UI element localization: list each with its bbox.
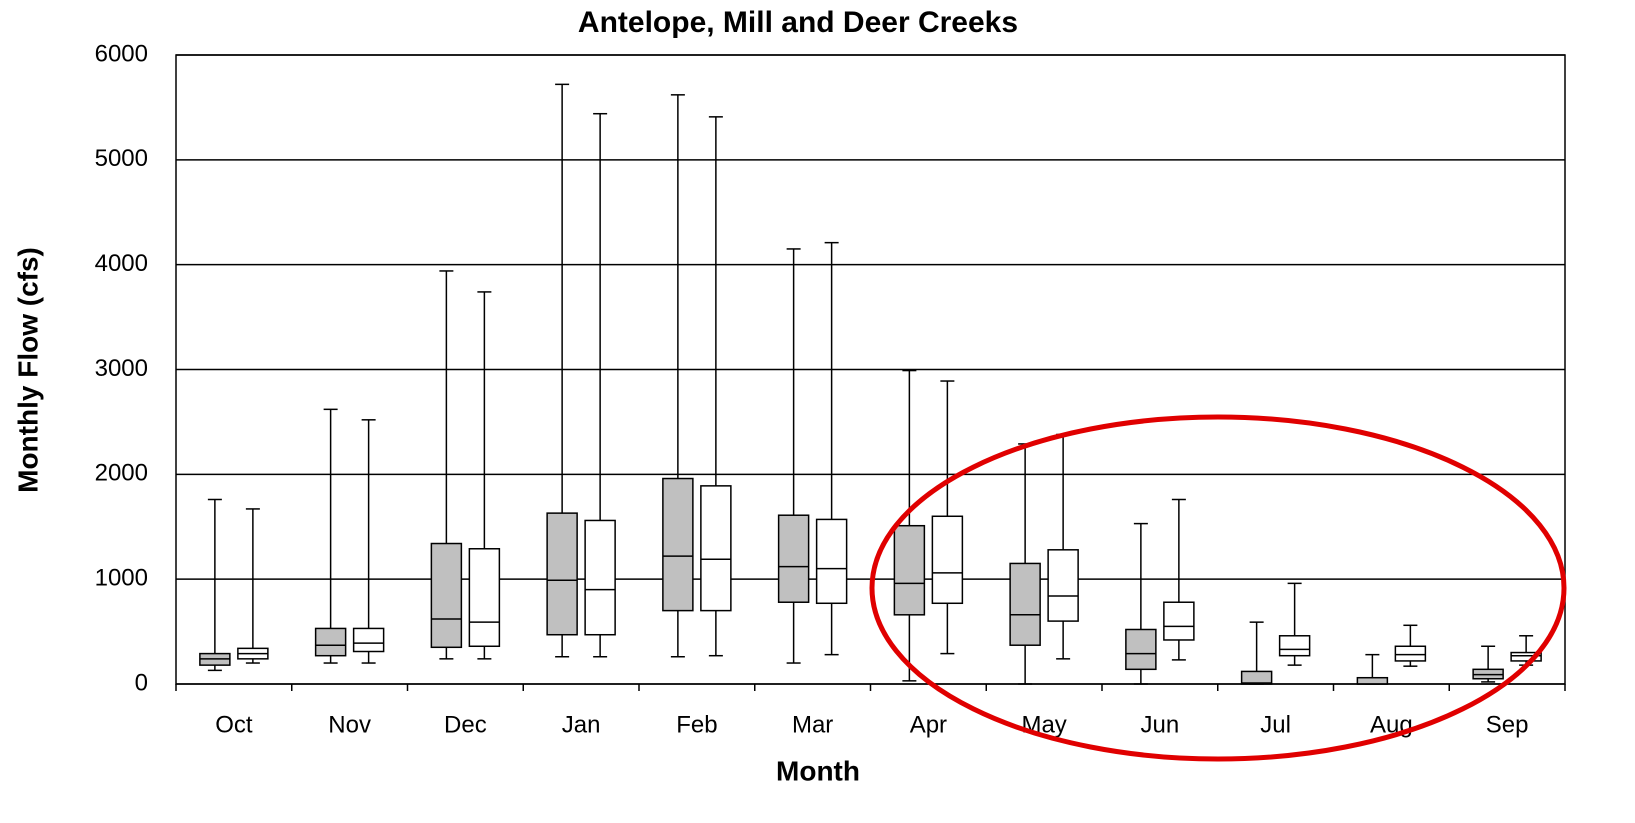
y-tick-label: 3000 — [95, 355, 148, 382]
box — [1125, 628, 1157, 671]
box — [584, 519, 616, 636]
box — [893, 524, 926, 616]
box — [468, 548, 501, 648]
box — [1510, 651, 1542, 662]
y-tick-label: 4000 — [95, 250, 148, 277]
x-axis-label: Month — [776, 755, 860, 786]
box — [931, 515, 964, 605]
box — [1356, 676, 1389, 685]
y-tick-label: 2000 — [95, 460, 148, 487]
box — [815, 518, 848, 605]
x-tick-label: Feb — [676, 711, 717, 738]
x-tick-label: Jul — [1260, 711, 1291, 738]
box — [1278, 635, 1311, 657]
y-tick-label: 0 — [135, 669, 148, 696]
x-tick-label: Nov — [328, 711, 371, 738]
box — [1240, 670, 1273, 685]
y-axis-label: Monthly Flow (cfs) — [12, 247, 43, 493]
box — [352, 627, 385, 653]
box — [1163, 601, 1195, 641]
y-tick-label: 5000 — [95, 145, 148, 172]
x-tick-label: Mar — [792, 711, 833, 738]
box — [662, 477, 694, 612]
box — [314, 627, 347, 657]
x-tick-label: Jun — [1141, 711, 1180, 738]
x-tick-label: Sep — [1486, 711, 1529, 738]
box — [430, 542, 463, 649]
chart-title: Antelope, Mill and Deer Creeks — [578, 6, 1018, 39]
box — [777, 514, 810, 603]
box — [700, 485, 732, 612]
y-tick-label: 6000 — [95, 40, 148, 67]
x-tick-label: Dec — [444, 711, 487, 738]
box — [546, 512, 578, 636]
highlight-ellipse — [869, 414, 1567, 762]
x-tick-label: Apr — [910, 711, 947, 738]
box — [1047, 549, 1079, 622]
box — [1394, 645, 1427, 662]
y-tick-label: 1000 — [95, 565, 148, 592]
box — [1009, 562, 1041, 646]
x-tick-label: Jan — [562, 711, 601, 738]
x-tick-label: Oct — [215, 711, 253, 738]
